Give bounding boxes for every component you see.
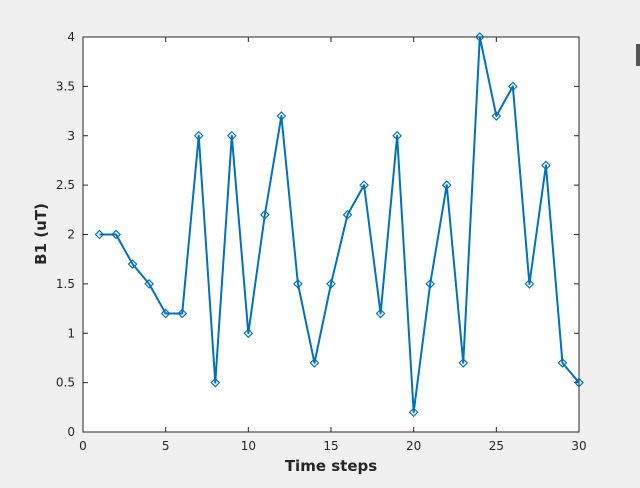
data-point-marker — [293, 279, 303, 289]
data-point-marker — [425, 279, 436, 289]
data-point-marker — [408, 407, 419, 418]
window-edge-scrollbar — [636, 44, 640, 66]
data-point-marker — [326, 279, 336, 289]
x-tick-label: 20 — [406, 439, 421, 453]
data-point-marker — [226, 130, 237, 141]
x-ticks: 0 5 10 15 20 25 30 — [79, 37, 587, 453]
data-point-marker — [524, 279, 535, 289]
y-tick-label: 3.5 — [56, 79, 75, 93]
y-tick-label: 2.5 — [56, 178, 75, 192]
data-point-marker — [441, 180, 452, 190]
y-ticks: 0 0.5 1 1.5 2 2.5 3 3.5 4 — [56, 30, 579, 439]
x-tick-label: 10 — [241, 439, 256, 453]
y-tick-label: 1 — [67, 326, 75, 340]
data-point-marker — [94, 229, 105, 240]
y-tick-label: 3 — [67, 129, 75, 143]
data-point-marker — [309, 358, 320, 368]
series-layer — [94, 32, 584, 418]
data-point-marker — [276, 111, 287, 121]
x-tick-label: 30 — [571, 439, 586, 453]
data-point-marker — [160, 308, 171, 319]
x-tick-label: 15 — [323, 439, 338, 453]
y-tick-label: 0 — [67, 425, 75, 439]
data-point-marker — [210, 377, 221, 388]
data-point-marker — [193, 130, 204, 141]
y-tick-label: 4 — [67, 30, 75, 44]
data-point-marker — [508, 81, 518, 92]
y-tick-label: 0.5 — [56, 376, 75, 390]
data-point-marker — [557, 358, 568, 368]
series-line — [99, 36, 580, 414]
x-tick-label: 25 — [489, 439, 504, 453]
x-tick-label: 0 — [79, 439, 87, 453]
data-point-marker — [458, 358, 469, 368]
data-point-marker — [111, 229, 121, 240]
data-point-marker — [243, 328, 254, 339]
y-tick-label: 2 — [67, 228, 75, 242]
x-tick-label: 5 — [162, 439, 170, 453]
data-point-marker — [144, 279, 154, 289]
data-point-marker — [177, 308, 188, 319]
data-point-marker — [541, 160, 551, 171]
x-axis-label: Time steps — [285, 457, 377, 475]
data-point-marker — [491, 111, 502, 121]
data-point-marker — [375, 308, 386, 319]
data-point-marker — [359, 180, 369, 190]
data-point-marker — [127, 259, 138, 269]
data-point-marker — [342, 209, 353, 220]
data-point-marker — [392, 130, 402, 141]
y-tick-label: 1.5 — [56, 277, 75, 291]
data-point-marker — [574, 377, 584, 388]
plot-area — [82, 36, 580, 433]
data-point-marker — [260, 209, 270, 220]
data-point-marker — [474, 32, 485, 42]
y-axis-label: B1 (uT) — [32, 203, 50, 265]
